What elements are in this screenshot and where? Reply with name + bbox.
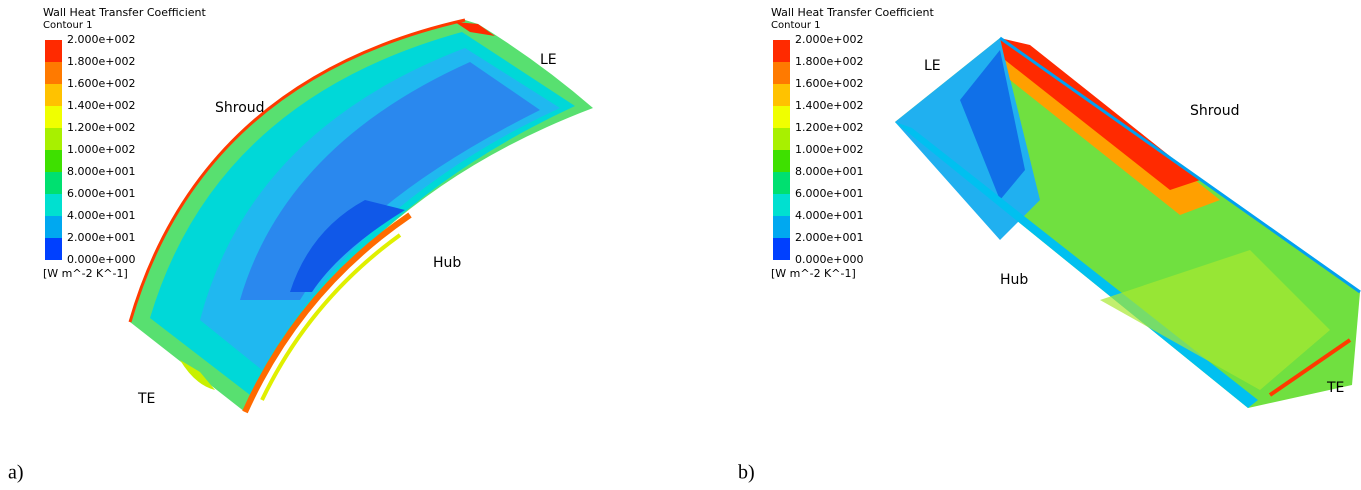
colorbar-tick-label: 1.600e+002 — [795, 77, 863, 90]
legend-title: Wall Heat Transfer Coefficient — [771, 6, 934, 19]
colorbar-tick-label: 1.800e+002 — [67, 55, 135, 68]
colorbar-tick-label: 1.000e+002 — [795, 143, 863, 156]
legend-unit: [W m^-2 K^-1] — [43, 267, 128, 280]
colorbar-tick-label: 1.400e+002 — [67, 99, 135, 112]
colorbar-tick-label: 2.000e+001 — [67, 231, 135, 244]
colorbar-segment — [45, 62, 62, 84]
colorbar-segment — [45, 216, 62, 238]
colorbar-segment — [45, 106, 62, 128]
annotation: TE — [1326, 380, 1344, 396]
legend-title: Wall Heat Transfer Coefficient — [43, 6, 206, 19]
colorbar-tick-label: 6.000e+001 — [795, 187, 863, 200]
colorbar-segment — [773, 172, 790, 194]
colorbar-segment — [773, 40, 790, 62]
annotation: Hub — [433, 255, 461, 271]
panel-label: a) — [8, 462, 24, 484]
colorbar-tick-label: 8.000e+001 — [795, 165, 863, 178]
colorbar-segment — [773, 128, 790, 150]
colorbar-tick-label: 1.000e+002 — [67, 143, 135, 156]
blade-b — [895, 38, 1360, 408]
annotation: TE — [137, 391, 155, 407]
colorbar-tick-label: 1.600e+002 — [67, 77, 135, 90]
colorbar-tick-label: 0.000e+000 — [67, 253, 135, 266]
colorbar-tick-label: 8.000e+001 — [67, 165, 135, 178]
figure: Shroud LE Hub TE a) LE Shroud Hub TE b) … — [0, 0, 1361, 490]
legend-unit: [W m^-2 K^-1] — [771, 267, 856, 280]
colorbar-tick-label: 6.000e+001 — [67, 187, 135, 200]
blade-a — [130, 20, 593, 412]
annotation: Hub — [1000, 272, 1028, 288]
annotation: Shroud — [215, 100, 265, 116]
panel-label: b) — [738, 462, 755, 484]
legend-subtitle: Contour 1 — [43, 20, 92, 31]
colorbar-segment — [773, 194, 790, 216]
colorbar-tick-label: 1.200e+002 — [67, 121, 135, 134]
colorbar-segment — [45, 238, 62, 260]
colorbar-segment — [45, 40, 62, 62]
colorbar-segment — [45, 194, 62, 216]
annotation: Shroud — [1190, 103, 1240, 119]
colorbar-tick-label: 0.000e+000 — [795, 253, 863, 266]
colorbar-segment — [45, 172, 62, 194]
colorbar-tick-label: 1.800e+002 — [795, 55, 863, 68]
colorbar-tick-label: 4.000e+001 — [795, 209, 863, 222]
colorbar-segment — [773, 106, 790, 128]
colorbar-tick-label: 1.200e+002 — [795, 121, 863, 134]
annotation: LE — [924, 58, 941, 74]
colorbar-tick-label: 2.000e+002 — [67, 33, 135, 46]
colorbar-segment — [773, 62, 790, 84]
annotation: LE — [540, 52, 557, 68]
colorbar-tick-label: 2.000e+002 — [795, 33, 863, 46]
colorbar-segment — [45, 84, 62, 106]
colorbar-tick-label: 1.400e+002 — [795, 99, 863, 112]
legend-subtitle: Contour 1 — [771, 20, 820, 31]
colorbar-tick-label: 4.000e+001 — [67, 209, 135, 222]
colorbar-segment — [773, 238, 790, 260]
colorbar-segment — [45, 150, 62, 172]
colorbar-segment — [773, 216, 790, 238]
colorbar-segment — [773, 150, 790, 172]
colorbar-tick-label: 2.000e+001 — [795, 231, 863, 244]
colorbar-segment — [773, 84, 790, 106]
colorbar-segment — [45, 128, 62, 150]
